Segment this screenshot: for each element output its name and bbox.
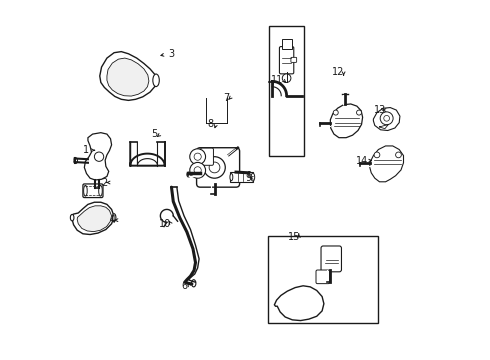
Text: 9: 9 <box>245 173 252 183</box>
Polygon shape <box>274 286 324 320</box>
Text: 13: 13 <box>374 105 387 115</box>
Circle shape <box>357 110 362 115</box>
Text: 15: 15 <box>288 232 300 242</box>
Ellipse shape <box>74 158 77 163</box>
Polygon shape <box>84 133 112 180</box>
Text: 2: 2 <box>101 177 107 188</box>
Circle shape <box>333 110 338 115</box>
Circle shape <box>95 152 104 161</box>
Circle shape <box>384 116 390 121</box>
Ellipse shape <box>84 185 87 196</box>
Text: 6: 6 <box>181 281 187 291</box>
Ellipse shape <box>248 172 251 177</box>
FancyBboxPatch shape <box>196 148 240 187</box>
Ellipse shape <box>98 185 102 196</box>
Polygon shape <box>100 51 156 100</box>
Ellipse shape <box>71 215 74 221</box>
FancyBboxPatch shape <box>230 172 253 182</box>
FancyBboxPatch shape <box>321 246 342 272</box>
Text: 11: 11 <box>271 75 283 85</box>
Circle shape <box>282 74 291 82</box>
Polygon shape <box>77 206 112 231</box>
Circle shape <box>194 167 201 174</box>
Ellipse shape <box>230 174 233 181</box>
Ellipse shape <box>187 172 191 177</box>
FancyBboxPatch shape <box>200 148 214 165</box>
Text: 14: 14 <box>356 156 368 166</box>
FancyBboxPatch shape <box>83 184 103 198</box>
Text: 8: 8 <box>208 119 214 129</box>
Polygon shape <box>373 108 400 131</box>
Circle shape <box>204 157 225 178</box>
Polygon shape <box>107 58 149 96</box>
FancyBboxPatch shape <box>291 57 296 62</box>
Ellipse shape <box>95 185 99 188</box>
Ellipse shape <box>251 173 255 181</box>
Text: 10: 10 <box>159 219 171 229</box>
Bar <box>269 26 304 156</box>
Ellipse shape <box>112 214 116 222</box>
FancyBboxPatch shape <box>316 270 330 284</box>
Ellipse shape <box>192 280 196 287</box>
Polygon shape <box>330 104 363 138</box>
Text: 4: 4 <box>110 215 116 225</box>
FancyBboxPatch shape <box>282 40 292 49</box>
Text: 5: 5 <box>151 130 158 139</box>
Text: 7: 7 <box>223 93 229 103</box>
Polygon shape <box>71 202 114 234</box>
Circle shape <box>190 149 205 165</box>
Circle shape <box>190 162 205 178</box>
Ellipse shape <box>153 74 159 87</box>
Circle shape <box>374 152 380 158</box>
Bar <box>269 235 378 323</box>
Text: 1: 1 <box>83 145 89 155</box>
Polygon shape <box>370 146 403 182</box>
Circle shape <box>194 153 201 160</box>
Circle shape <box>209 162 220 173</box>
Circle shape <box>380 112 393 125</box>
Text: 3: 3 <box>169 49 175 59</box>
Circle shape <box>395 152 401 158</box>
Text: 12: 12 <box>332 67 344 77</box>
FancyBboxPatch shape <box>279 46 294 74</box>
